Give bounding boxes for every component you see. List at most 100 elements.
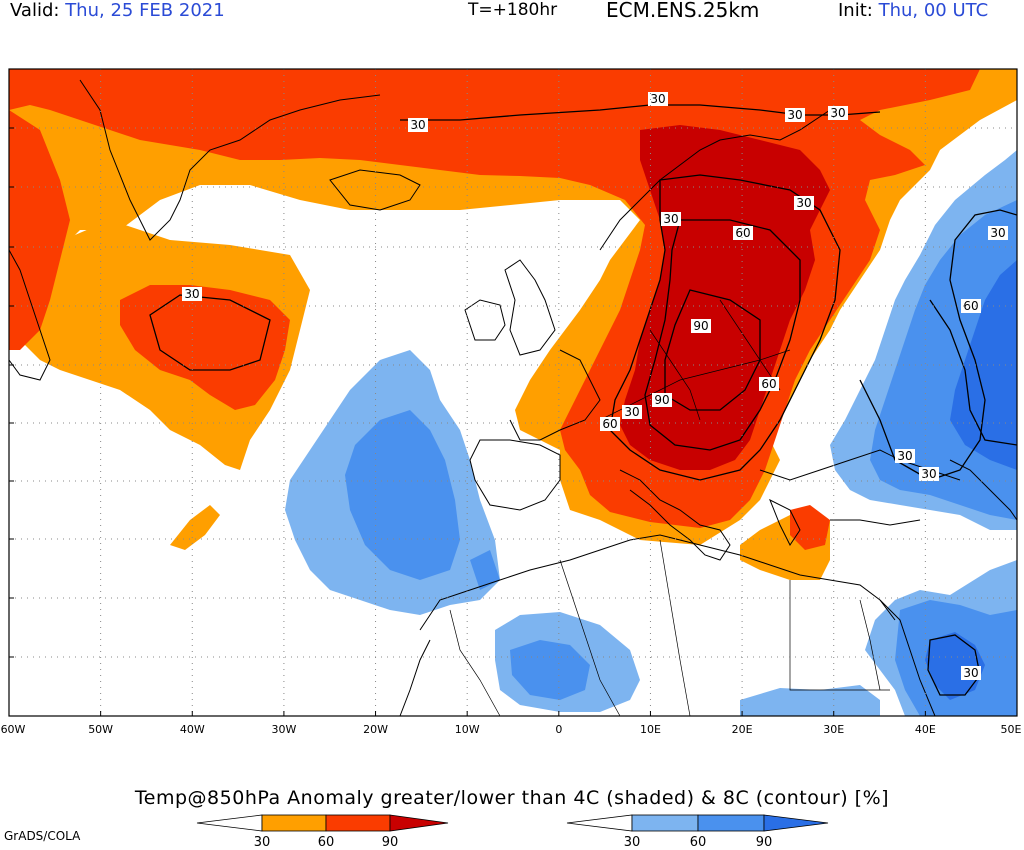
greenland-coast <box>79 79 381 241</box>
credit-label: GrADS/COLA <box>4 829 81 843</box>
svg-text:90: 90 <box>693 319 708 333</box>
contour-label: 60 <box>759 377 779 391</box>
lon-tick-label: 50W <box>88 723 113 736</box>
iceland-coast <box>329 169 421 211</box>
cold-bin-0 <box>566 814 633 832</box>
svg-text:30: 30 <box>990 226 1005 240</box>
contour-30-russia <box>859 209 1018 481</box>
warm-bin-30 <box>261 814 327 832</box>
lon-tick-label: 0 <box>555 723 562 736</box>
contour-label: 30 <box>182 287 202 301</box>
cold-tick: 90 <box>756 835 773 848</box>
lon-tick-label: 40E <box>915 723 936 736</box>
caspian-coast <box>949 459 1018 521</box>
cold-anomaly-90-shading <box>925 260 1017 700</box>
lon-tick-label: 30E <box>823 723 844 736</box>
scandinavia-coast <box>599 109 831 251</box>
cold-bin-60 <box>697 814 765 832</box>
contour-label: 30 <box>988 226 1008 240</box>
svg-text:30: 30 <box>184 287 199 301</box>
warm-bin-0 <box>196 814 263 832</box>
contour-label: 90 <box>691 319 711 333</box>
contour-label: 30 <box>895 449 915 463</box>
svg-text:30: 30 <box>624 405 639 419</box>
svg-text:60: 60 <box>735 226 750 240</box>
britain-coast <box>504 259 556 356</box>
contour-30-europe <box>609 174 841 481</box>
warm-bin-60 <box>325 814 391 832</box>
contour-label: 30 <box>408 118 428 132</box>
contour-labels: 30 30 30 30 30 60 90 60 90 30 60 30 30 3… <box>182 92 1008 680</box>
country-borders <box>449 299 890 717</box>
lon-tick-label: 10E <box>640 723 661 736</box>
lon-tick-label: 40W <box>180 723 205 736</box>
warm-tick: 30 <box>254 835 271 848</box>
contour-label: 30 <box>661 212 681 226</box>
lon-tick-label: 10W <box>455 723 480 736</box>
valid-time: Valid: Thu, 25 FEB 2021 <box>10 0 225 21</box>
valid-date: Thu, 25 FEB 2021 <box>65 0 225 21</box>
contour-90-europe <box>664 289 761 411</box>
north-africa-coast <box>419 534 896 631</box>
contour-label: 60 <box>600 417 620 431</box>
contour-label: 30 <box>648 92 668 106</box>
france-coast <box>509 349 601 441</box>
turkey-coast <box>830 519 921 526</box>
map-frame <box>8 68 1018 717</box>
red-sea-coast <box>879 599 936 717</box>
svg-text:60: 60 <box>761 377 776 391</box>
lon-tick-label: 20E <box>732 723 753 736</box>
warm-tick: 90 <box>382 835 399 848</box>
model-name: ECM.ENS.25km <box>606 0 760 22</box>
init-time: Init: Thu, 00 UTC <box>838 0 988 21</box>
svg-text:30: 30 <box>963 666 978 680</box>
contour-30-arctic <box>400 104 881 121</box>
contour-60-europe <box>644 219 801 451</box>
svg-text:30: 30 <box>787 108 802 122</box>
west-africa-coast <box>399 639 431 717</box>
contour-label: 60 <box>733 226 753 240</box>
cold-tick: 30 <box>624 835 641 848</box>
svg-text:60: 60 <box>963 299 978 313</box>
greece-coast <box>769 498 801 546</box>
ireland-coast <box>464 299 506 341</box>
lat-lon-grid <box>9 69 1017 716</box>
svg-text:30: 30 <box>410 118 425 132</box>
svg-text:30: 30 <box>663 212 678 226</box>
svg-text:60: 60 <box>602 417 617 431</box>
iberia-coast <box>469 439 561 511</box>
init-value: Thu, 00 UTC <box>878 0 989 21</box>
svg-text:90: 90 <box>654 393 669 407</box>
contour-label: 30 <box>785 108 805 122</box>
color-legend: 30 60 90 30 60 90 <box>196 814 829 848</box>
lead-time: T=+180hr <box>468 0 558 20</box>
longitude-axis: 60W 50W 40W 30W 20W 10W 0 10E 20E 30E 40E 50E <box>1 127 1022 736</box>
lon-tick-label: 30W <box>271 723 296 736</box>
cold-bin-30 <box>631 814 699 832</box>
svg-text:30: 30 <box>830 106 845 120</box>
legend-title: Temp@850hPa Anomaly greater/lower than 4… <box>134 787 890 809</box>
contour-label: 30 <box>622 405 642 419</box>
contour-label: 30 <box>961 666 981 680</box>
contour-label: 30 <box>828 106 848 120</box>
lon-tick-label: 60W <box>1 723 26 736</box>
lon-tick-label: 20W <box>363 723 388 736</box>
italy-coast <box>619 469 731 561</box>
svg-text:30: 30 <box>897 449 912 463</box>
cold-bin-90 <box>763 814 829 832</box>
cold-tick: 60 <box>690 835 707 848</box>
cold-colorbar: 30 60 90 <box>566 814 829 848</box>
coastlines <box>8 79 1018 717</box>
init-label: Init: <box>838 0 873 21</box>
svg-text:30: 30 <box>796 196 811 210</box>
svg-text:30: 30 <box>650 92 665 106</box>
warm-bin-90 <box>389 814 449 832</box>
contour-30-arabia <box>927 634 981 696</box>
lon-tick-label: 50E <box>1001 723 1022 736</box>
valid-label: Valid: <box>10 0 60 21</box>
warm-colorbar: 30 60 90 <box>196 814 449 848</box>
contour-label: 30 <box>919 467 939 481</box>
contour-60-russia <box>929 299 1018 446</box>
contour-label: 30 <box>794 196 814 210</box>
